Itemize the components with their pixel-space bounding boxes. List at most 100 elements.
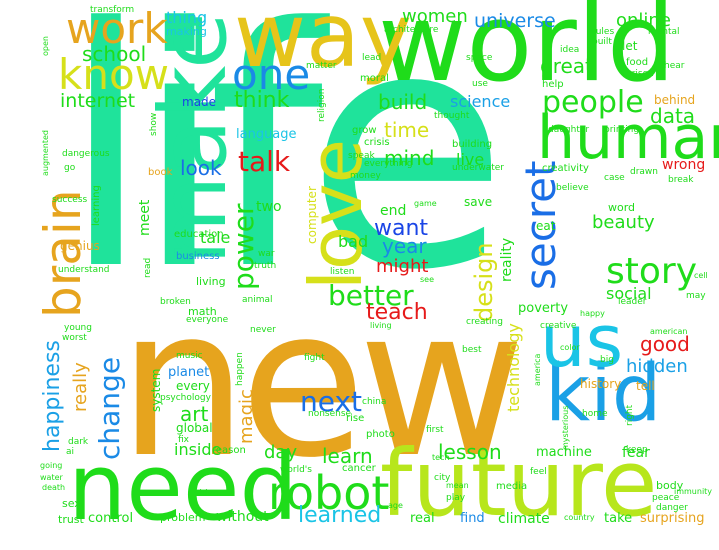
word-china: china — [362, 397, 387, 407]
word-end: end — [380, 203, 407, 219]
word-big: big — [600, 355, 614, 365]
word-young: young — [64, 323, 92, 333]
word-want: want — [374, 216, 429, 241]
word-mental: mental — [648, 27, 680, 37]
word-online: online — [616, 10, 671, 31]
word-math: math — [188, 305, 217, 318]
word-color: color — [560, 343, 580, 352]
word-building: building — [452, 139, 493, 150]
word-mind: mind — [384, 146, 435, 170]
word-might: might — [376, 256, 429, 277]
word-beauty: beauty — [592, 212, 655, 233]
word-broken: broken — [160, 297, 191, 307]
word-system: system — [149, 368, 163, 412]
word-fight: fight — [304, 353, 325, 363]
word-meet: meet — [137, 199, 153, 236]
word-matter: matter — [306, 61, 337, 71]
word-lesson: lesson — [438, 440, 502, 464]
word-two: two — [256, 199, 282, 215]
word-video: video — [194, 489, 219, 499]
word-go: go — [64, 163, 76, 173]
word-cancer: cancer — [342, 463, 376, 474]
word-augmented: augmented — [41, 130, 50, 176]
word-dark: dark — [68, 437, 89, 447]
word-food: food — [626, 57, 649, 68]
word-everyone: everyone — [186, 315, 229, 325]
word-really: really — [70, 362, 91, 412]
word-happy: happy — [580, 309, 605, 318]
word-change: change — [93, 356, 126, 460]
word-year: year — [382, 234, 427, 258]
word-creative: creative — [540, 321, 577, 331]
word-behind: behind — [654, 93, 696, 107]
word-magic: magic — [236, 389, 257, 444]
word-america: america — [533, 353, 542, 386]
word-surprising: surprising — [640, 511, 705, 526]
word-real: real — [410, 511, 435, 526]
word-happiness: happiness — [40, 340, 65, 452]
word-book: book — [148, 167, 173, 178]
word-school: school — [82, 42, 147, 66]
word-photo: photo — [366, 429, 395, 440]
word-everything: everything — [364, 159, 413, 169]
word-drawn: drawn — [630, 167, 658, 177]
word-immunity: immunity — [674, 487, 713, 496]
word-eat: eat — [536, 219, 556, 233]
word-right: right — [625, 404, 635, 426]
word-life: life — [60, 0, 509, 342]
word-tale: tale — [200, 228, 231, 247]
word-keep: keep — [626, 445, 648, 455]
word-bad: bad — [338, 232, 369, 251]
word-rise: rise — [346, 413, 365, 424]
word-break: break — [668, 175, 694, 185]
word-better: better — [328, 279, 414, 312]
word-learning: learning — [91, 185, 102, 226]
word-take: take — [604, 511, 633, 526]
word-reason: reason — [212, 445, 246, 456]
word-leader: leader — [618, 297, 647, 307]
word-genius: genius — [60, 239, 100, 253]
word-climate: climate — [498, 511, 550, 527]
word-teach: teach — [366, 300, 428, 325]
word-poverty: poverty — [518, 301, 569, 316]
word-tell: tell — [636, 379, 655, 393]
word-think: think — [234, 88, 290, 113]
word-word: word — [608, 201, 636, 214]
word-machine: machine — [536, 445, 592, 460]
word-success: success — [52, 195, 88, 205]
word-look: look — [180, 156, 222, 180]
word-know: know — [58, 50, 169, 99]
word-tech: tech — [432, 453, 450, 462]
word-way: way — [234, 0, 412, 87]
word-technology: technology — [504, 323, 523, 412]
word-worlds: world's — [280, 465, 312, 475]
word-living: living — [196, 275, 226, 288]
word-making: making — [166, 25, 207, 38]
word-learn: learn — [322, 444, 373, 468]
word-design: design — [470, 242, 498, 322]
word-good: good — [640, 332, 690, 356]
word-music: music — [176, 351, 203, 361]
word-thing: thing — [166, 8, 208, 27]
word-animal: animal — [242, 295, 273, 305]
word-psychology: psychology — [160, 393, 211, 403]
word-best: best — [462, 345, 482, 355]
word-help: help — [542, 79, 564, 90]
word-speak: speak — [348, 151, 375, 161]
word-idea: idea — [560, 45, 580, 55]
word-human: human — [537, 103, 719, 173]
word-play: play — [446, 493, 466, 503]
word-language: language — [236, 127, 297, 142]
word-creativity: creativity — [542, 163, 589, 174]
word-hear: hear — [664, 61, 685, 71]
word-going: going — [40, 461, 63, 470]
word-listen: listen — [330, 267, 355, 277]
word-printing: printing — [604, 125, 640, 135]
word-future: future — [380, 430, 658, 537]
word-feel: feel — [530, 467, 547, 477]
word-one: one — [232, 50, 311, 99]
word-let: let — [622, 39, 638, 53]
word-mean: mean — [446, 481, 469, 490]
word-build: build — [378, 90, 428, 114]
